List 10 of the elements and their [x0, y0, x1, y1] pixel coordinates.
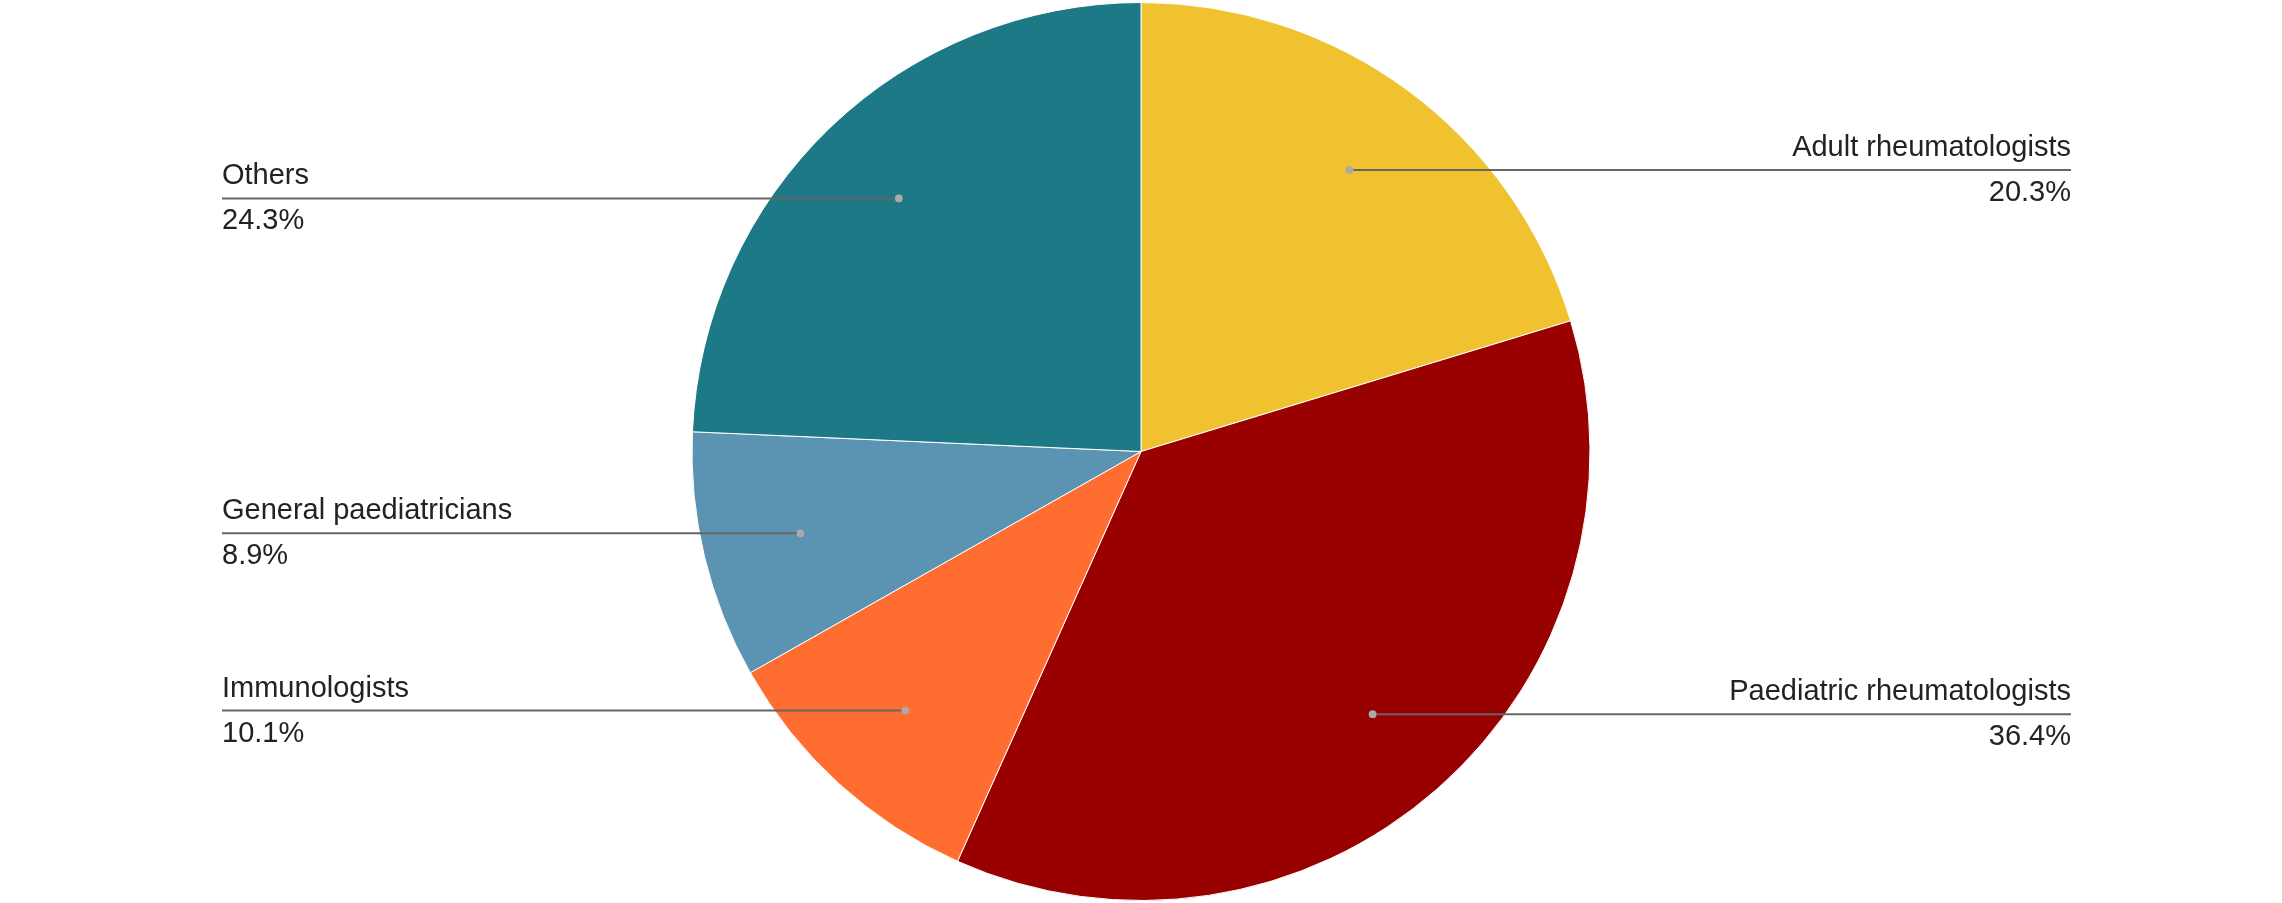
slice-label: Adult rheumatologists	[1792, 130, 2071, 163]
data-label: 24.3%	[222, 203, 305, 236]
slice-label: Others	[222, 158, 310, 191]
slice-label: Immunologists	[222, 670, 409, 703]
data-label: 10.1%	[222, 715, 305, 748]
slice-label: Paediatric rheumatologists	[1729, 674, 2071, 707]
data-label: 8.9%	[222, 538, 289, 571]
data-label: 36.4%	[1988, 719, 2071, 752]
data-label: 20.3%	[1988, 175, 2071, 208]
slice-label: General paediatricians	[222, 493, 513, 526]
